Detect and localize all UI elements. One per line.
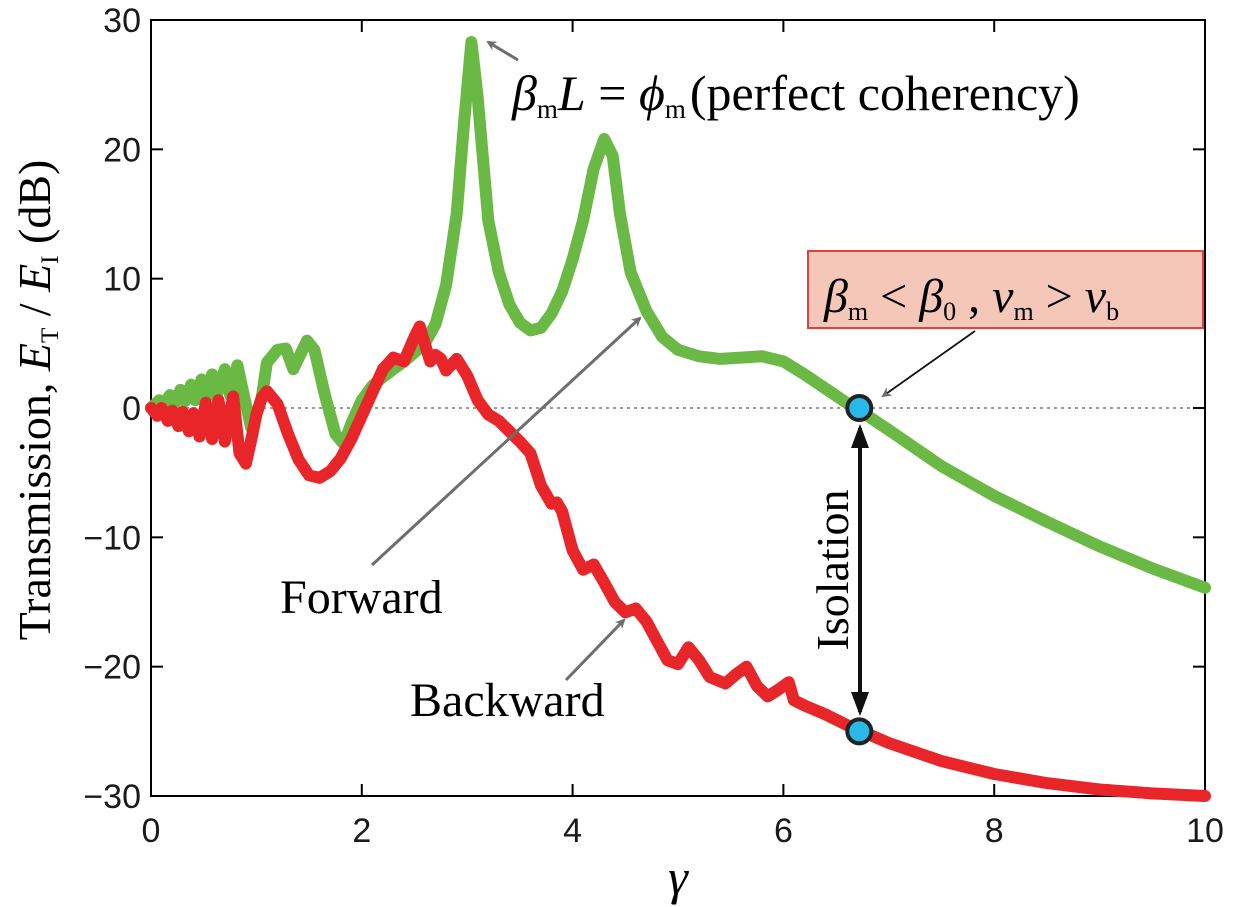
series-line-backward xyxy=(145,320,1211,802)
coherency-arrow xyxy=(486,40,519,62)
forward-operating-point xyxy=(845,394,874,422)
y-tick-label: 10 xyxy=(103,261,141,299)
x-tick-label: 2 xyxy=(352,812,371,850)
x-axis-label: γ xyxy=(668,849,689,905)
forward-arrow xyxy=(370,316,642,567)
x-tick-label: 0 xyxy=(142,812,161,850)
y-tick-label: −30 xyxy=(83,778,141,816)
x-tick-label: 6 xyxy=(774,812,793,850)
backward-label: Backward xyxy=(410,674,605,727)
isolation-double-arrow xyxy=(851,424,869,716)
series-line-forward xyxy=(145,36,1211,594)
forward-label: Forward xyxy=(280,571,443,624)
condition-pointer xyxy=(881,330,976,398)
isolation-label: Isolation xyxy=(807,490,858,651)
coherency-annotation: βmL = ϕm(perfect coherency) xyxy=(511,65,1080,124)
y-tick-label: 30 xyxy=(103,2,141,40)
y-tick-label: 0 xyxy=(122,390,141,428)
axis-ticks: 0 2 4 6 8 10 −30 −20 −10 0 10 20 30 xyxy=(83,2,1224,850)
x-tick-label: 8 xyxy=(985,812,1004,850)
y-tick-label: −10 xyxy=(83,519,141,557)
data-series xyxy=(145,36,1211,802)
condition-box xyxy=(807,250,1204,329)
x-tick-label: 4 xyxy=(563,812,582,850)
y-axis-label: Transmission, ET / EI (dB) xyxy=(9,160,64,641)
y-tick-label: 20 xyxy=(103,131,141,169)
x-tick-label: 10 xyxy=(1186,812,1224,850)
backward-operating-point xyxy=(845,717,874,746)
backward-arrow xyxy=(564,618,626,682)
condition-box-label: βm < β0 , vm > vb xyxy=(823,270,1119,326)
operating-point-markers xyxy=(845,394,874,746)
y-tick-label: −20 xyxy=(83,649,141,687)
